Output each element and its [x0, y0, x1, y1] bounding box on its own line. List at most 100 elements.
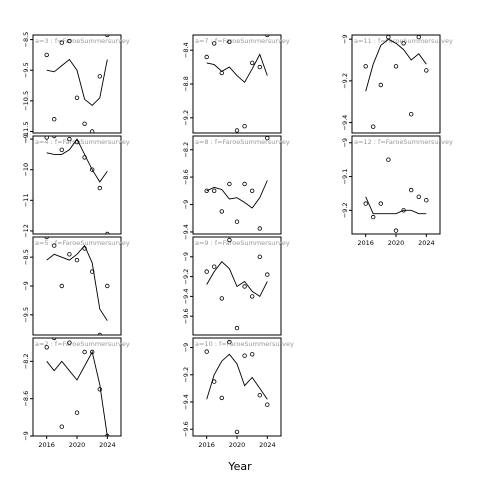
data-point [44, 237, 49, 240]
data-point [59, 424, 64, 429]
y-tick-label: −10.5 [22, 91, 30, 111]
plot-area [44, 237, 110, 335]
data-point [82, 349, 87, 355]
data-point [234, 429, 240, 435]
x-tick-label: 2016 [357, 239, 374, 247]
data-point [44, 345, 49, 350]
data-point [211, 264, 217, 269]
y-tick-label: −9.6 [182, 421, 190, 437]
data-point [249, 60, 255, 66]
y-tick-label: −8.6 [182, 169, 190, 185]
panel-10: a=12 : f=FaroeSummersurvey −9 −9.1 −9.2 2016… [341, 135, 453, 247]
data-point [249, 188, 255, 193]
plot-area [363, 157, 429, 233]
panel-3: a=5 : f=FaroeSummersurvey −8.5 −9 −9.5 [22, 236, 130, 336]
series-line [206, 353, 268, 400]
y-tick-label: −9.4 [341, 115, 349, 131]
y-tick-label: −8.5 [22, 32, 30, 48]
data-point [97, 332, 102, 335]
data-point [105, 231, 110, 234]
plot-area [204, 136, 270, 231]
panel-frame [32, 135, 122, 235]
data-point [44, 136, 49, 140]
y-tick-label: −9 [182, 252, 190, 262]
data-point [234, 128, 240, 133]
series-line [46, 350, 108, 436]
data-point [74, 139, 80, 145]
data-point [219, 296, 224, 301]
y-tick-label: −9.1 [341, 169, 349, 185]
data-point [204, 188, 209, 193]
data-point [386, 35, 391, 40]
data-point [67, 252, 72, 257]
series-line [206, 261, 268, 298]
panels-group: a=3 : f=FaroeSummersurvey −8.5 −9.5 −10.5 −1… [22, 32, 453, 449]
data-point [52, 136, 57, 139]
series-line [365, 196, 427, 215]
data-point [363, 201, 368, 206]
data-point [59, 147, 64, 152]
data-point [363, 64, 368, 69]
data-point [227, 339, 232, 345]
data-point [386, 157, 391, 162]
panel-frame [192, 337, 282, 437]
y-tick-label: −9.2 [182, 269, 190, 285]
y-tick-label: −8.4 [182, 42, 190, 58]
data-point [265, 402, 270, 407]
data-point [401, 41, 406, 46]
series-line [46, 138, 108, 183]
data-point [242, 181, 247, 187]
data-point [74, 410, 80, 415]
data-point [67, 38, 72, 44]
data-point [89, 349, 95, 355]
panel-frame [192, 34, 282, 134]
series-line [365, 38, 427, 92]
data-point [409, 111, 414, 117]
y-tick-label: −9 [22, 281, 30, 291]
data-point [257, 226, 262, 231]
data-point [371, 124, 376, 129]
plot-area [44, 35, 110, 133]
data-point [219, 70, 224, 76]
y-tick-label: −12 [22, 224, 30, 238]
data-point [105, 283, 110, 289]
data-point [371, 214, 376, 220]
x-tick-label: 2020 [388, 239, 405, 247]
y-tick-label: −9 [341, 34, 349, 44]
x-tick-label: 2016 [198, 441, 215, 449]
panel-label: a=12 : f=FaroeSummersurvey [354, 138, 453, 146]
panel-label: a=11 : f=FaroeSummersurvey [354, 37, 453, 45]
x-tick-label: 2024 [99, 441, 116, 449]
panel-9: a=11 : f=FaroeSummersurvey −9 −9.2 −9.4 [341, 34, 453, 134]
data-point [204, 269, 209, 274]
data-point [67, 136, 72, 142]
data-point [242, 123, 247, 129]
panel-4: a=2 : f=FaroeSummersurvey −8.2 −8.6 −9 2016 2… [22, 337, 130, 449]
y-tick-label: −9 [182, 343, 190, 353]
plot-area [204, 237, 270, 331]
data-point [82, 155, 87, 160]
x-tick-label: 2016 [38, 441, 55, 449]
panel-frame [351, 34, 441, 134]
data-point [409, 187, 414, 193]
data-point [257, 254, 262, 259]
x-tick-label: 2024 [259, 441, 276, 449]
y-tick-label: −10 [22, 163, 30, 177]
y-tick-label: −9 [182, 200, 190, 210]
panel-label: a=7 : f=FaroeSummersurvey [195, 37, 290, 45]
data-point [401, 208, 406, 213]
panel-1: a=3 : f=FaroeSummersurvey −8.5 −9.5 −10.5 −1… [22, 32, 130, 142]
data-point [393, 64, 399, 69]
data-point [90, 129, 95, 133]
data-point [378, 82, 383, 88]
panel-label: a=4 : f=FaroeSummersurvey [35, 138, 130, 146]
data-point [249, 352, 255, 357]
data-point [227, 181, 232, 187]
y-tick-label: −9.4 [182, 224, 190, 240]
y-tick-label: −9.5 [22, 307, 30, 323]
panel-label: a=5 : f=FaroeSummersurvey [35, 239, 130, 247]
series-line [46, 58, 108, 107]
data-point [257, 64, 262, 70]
y-tick-label: −8.2 [22, 353, 30, 369]
